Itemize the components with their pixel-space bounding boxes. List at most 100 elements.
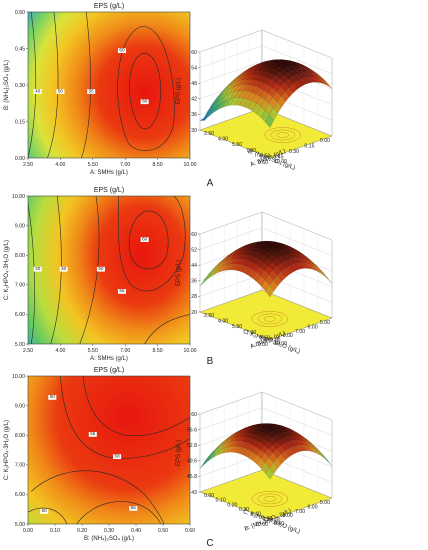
contour-label: 40: [35, 88, 41, 93]
x-tick-label: 5.50: [232, 142, 242, 148]
panel-label: B: [207, 356, 214, 367]
x-axis-label: A: SMHs (g/L): [90, 356, 128, 362]
contour-panel: EPS (g/L) 30 40 50 55 60 2.50 4.00 5.50 7.00 8.50 1…: [4, 187, 197, 362]
y-tick-label: 0.30: [15, 83, 25, 89]
x-tick-label: 10.00: [184, 348, 197, 354]
wall-grid: [199, 407, 333, 436]
floor-contour: [251, 491, 289, 507]
surface-panel: 30 36 42 48 54 60 EPS (g/L) 2.50 4.00 5.50 7.00 8.5…: [176, 29, 333, 171]
y-tick-label: 10.00: [12, 374, 25, 380]
x-tick-label: 2.50: [204, 131, 214, 137]
z-tick-label: 28: [191, 294, 197, 300]
z-tick-label: 48: [191, 81, 197, 87]
contour-line: [76, 501, 162, 524]
contour-line: [60, 376, 190, 459]
x-tick-label: 8.50: [153, 348, 163, 354]
y-tick-label: 7.00: [15, 283, 25, 289]
contour-label: 55: [89, 88, 95, 93]
y-tick-label: 5.00: [320, 500, 330, 506]
x-tick-label: 8.50: [260, 335, 270, 341]
y-axis-label: B: (NH₄)₂SO₄ (g/L): [4, 60, 10, 110]
contour-lines: 30 40 50 55 60: [28, 196, 190, 344]
contour-line: [28, 203, 35, 344]
x-tick-label: 10.00: [184, 162, 197, 168]
y-axis-label: C: K₂HPO₄·3H₂O (g/L): [4, 240, 10, 300]
surface-patch: [265, 467, 275, 480]
contour-label-box: [48, 395, 57, 400]
z-axis-label: EPS (g/L): [176, 78, 182, 104]
contour-line: [50, 196, 62, 344]
contour-label-box: [140, 99, 149, 105]
contour-label: 30: [35, 266, 41, 271]
contour-label: 50: [58, 88, 64, 93]
y-tick-label: 9.00: [270, 518, 280, 524]
z-tick-label: 43: [191, 490, 197, 496]
y-tick-label: 9.00: [15, 223, 25, 229]
y-tick-label: 7.00: [295, 509, 305, 515]
chart-title: EPS (g/L): [94, 367, 124, 374]
y-tick-label: 7.00: [295, 329, 305, 335]
surface-panel: 43 45.8 49.6 52.8 56.6 60 EPS (g/L) 0.000.100.2…: [176, 391, 333, 535]
contour-lines: 50 56 56 50 58: [28, 376, 190, 524]
x-tick-label: 4.00: [218, 319, 228, 325]
z-tick-label: 60: [191, 232, 197, 238]
y-tick-label: 7.00: [15, 463, 25, 469]
x-tick-label: 7.00: [120, 348, 130, 354]
x-axis-label: A: SMHs (g/L): [90, 170, 128, 176]
floor-contour: [264, 127, 301, 143]
contour-fill: [28, 12, 190, 158]
y-tick-label: 6.00: [307, 504, 317, 510]
y-axis-label: C: K₂HPO₄·3H₂O (g/L): [4, 420, 10, 480]
contour-label: 55: [119, 288, 125, 293]
x-tick-label: 0.00: [204, 493, 214, 499]
x-tick-label: 7.00: [246, 330, 256, 336]
z-tick-label: 20: [191, 310, 197, 316]
contour-fill: [28, 196, 190, 344]
chart-title: EPS (g/L): [94, 3, 124, 10]
y-tick-label: 10.00: [12, 194, 25, 200]
y-tick-label: 5.00: [15, 522, 25, 528]
contour-line: [144, 314, 190, 344]
contour-label-box: [33, 89, 42, 94]
y-tick-label: 9.00: [15, 403, 25, 409]
z-tick-label: 42: [191, 97, 197, 103]
x-tick-label: 0.20: [227, 502, 237, 508]
x-tick-label: 0.10: [216, 498, 226, 504]
wall-grid: [199, 211, 333, 241]
z-tick-label: 52.8: [187, 443, 197, 449]
wall-grid: [199, 29, 333, 59]
y-tick-label: 0.45: [273, 155, 283, 161]
surface-patch: [265, 114, 275, 128]
contour-panel: EPS (g/L) 40 50 55 60 60 2.50 4.00 5.50 7.00 8.50 1…: [4, 3, 197, 176]
x-tick-label: 0.10: [50, 528, 60, 534]
plot-frame: [27, 195, 191, 345]
x-tick-label: 0.60: [185, 528, 195, 534]
panel-label: A: [207, 178, 214, 189]
y-tick-label: 6.00: [307, 324, 317, 330]
x-tick-label: 5.50: [88, 162, 98, 168]
contour-line: [117, 26, 175, 151]
y-tick-label: 10.00: [255, 342, 268, 348]
x-tick-label: 4.00: [55, 348, 65, 354]
z-tick-label: 56.6: [187, 427, 197, 433]
contour-label: 40: [61, 266, 67, 271]
floor-contour: [263, 496, 277, 502]
z-tick-label: 54: [191, 65, 197, 71]
contour-fill: [28, 376, 190, 524]
x-tick-label: 4.00: [55, 162, 65, 168]
contour-label: 60: [119, 47, 125, 52]
z-axis-label: EPS (g/L): [176, 260, 182, 286]
floor-contour: [257, 493, 283, 505]
x-tick-label: 10.00: [274, 159, 287, 165]
contour-label-box: [96, 266, 105, 272]
contour-line: [30, 470, 165, 524]
y-tick-label: 6.00: [15, 312, 25, 318]
floor-contour: [276, 132, 289, 138]
surface-patch: [265, 285, 275, 298]
x-tick-label: 7.00: [246, 148, 256, 154]
x-tick-label: 0.40: [131, 528, 141, 534]
contour-label: 50: [98, 266, 104, 271]
contour-label: 60: [142, 236, 148, 241]
contour-label-box: [87, 89, 96, 94]
